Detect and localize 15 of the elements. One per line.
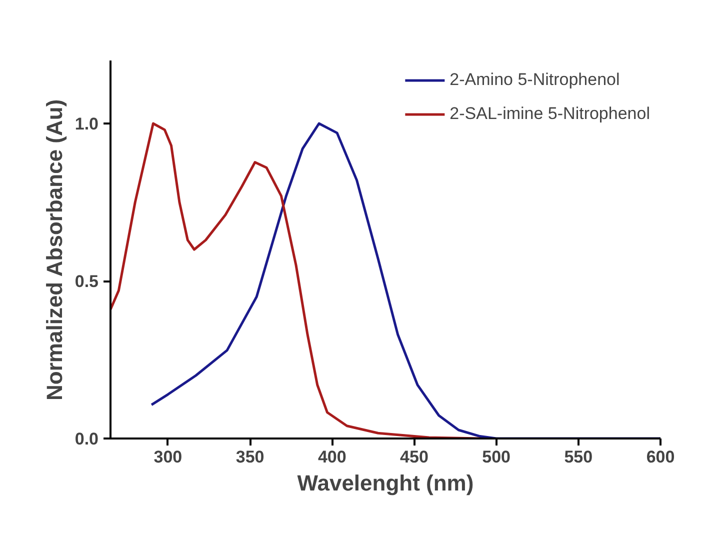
y-tick-label: 0.0	[74, 430, 99, 448]
x-tick-label: 450	[400, 448, 428, 466]
x-tick-label: 550	[564, 448, 593, 466]
x-tick-label: 300	[154, 448, 182, 466]
x-tick-label: 500	[482, 448, 511, 466]
line-series	[110, 122, 482, 438]
legend-label: 2-SAL-imine 5-Nitrophenol	[450, 104, 650, 124]
x-tick-label: 600	[646, 448, 675, 466]
y-axis-title: Normalized Absorbance (Au)	[42, 99, 67, 400]
x-tick-label: 400	[318, 448, 346, 466]
x-tick-label: 350	[236, 448, 264, 466]
y-tick-label: 1.0	[74, 114, 99, 134]
x-axis-title: Wavelenght (nm)	[297, 470, 474, 496]
y-tick-label: 0.5	[74, 272, 99, 291]
legend-label: 2-Amino 5-Nitrophenol	[450, 70, 620, 90]
